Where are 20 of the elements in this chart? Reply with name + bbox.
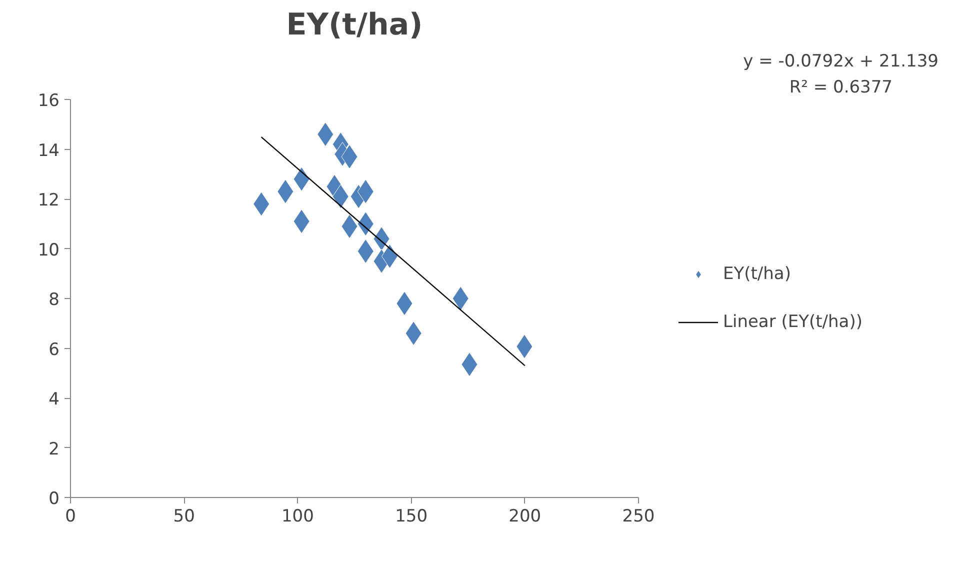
legend-label: EY(t/ha) [723, 264, 791, 284]
y-tick-label: 14 [38, 140, 60, 161]
chart-title: EY(t/ha) [286, 8, 423, 42]
y-tick-label: 0 [48, 489, 60, 509]
x-tick-label: 50 [173, 506, 195, 526]
y-tick-label: 16 [38, 91, 60, 111]
y-tick-label: 6 [48, 340, 60, 360]
y-tick-label: 8 [48, 290, 60, 310]
text: R² = 0.6377 [789, 78, 893, 98]
y-tick-label: 2 [48, 439, 60, 460]
x-tick-label: 0 [65, 506, 76, 526]
x-tick-label: 150 [395, 506, 428, 526]
y-tick-label: 12 [38, 190, 60, 210]
x-tick-label: 200 [508, 506, 542, 526]
y-tick-label: 10 [38, 240, 60, 260]
x-tick-label: 250 [622, 506, 655, 526]
legend-label: Linear (EY(t/ha)) [723, 312, 862, 332]
y-tick-label: 4 [48, 390, 60, 410]
text: y = -0.0792x + 21.139 [743, 52, 938, 72]
x-tick-label: 100 [281, 506, 314, 526]
